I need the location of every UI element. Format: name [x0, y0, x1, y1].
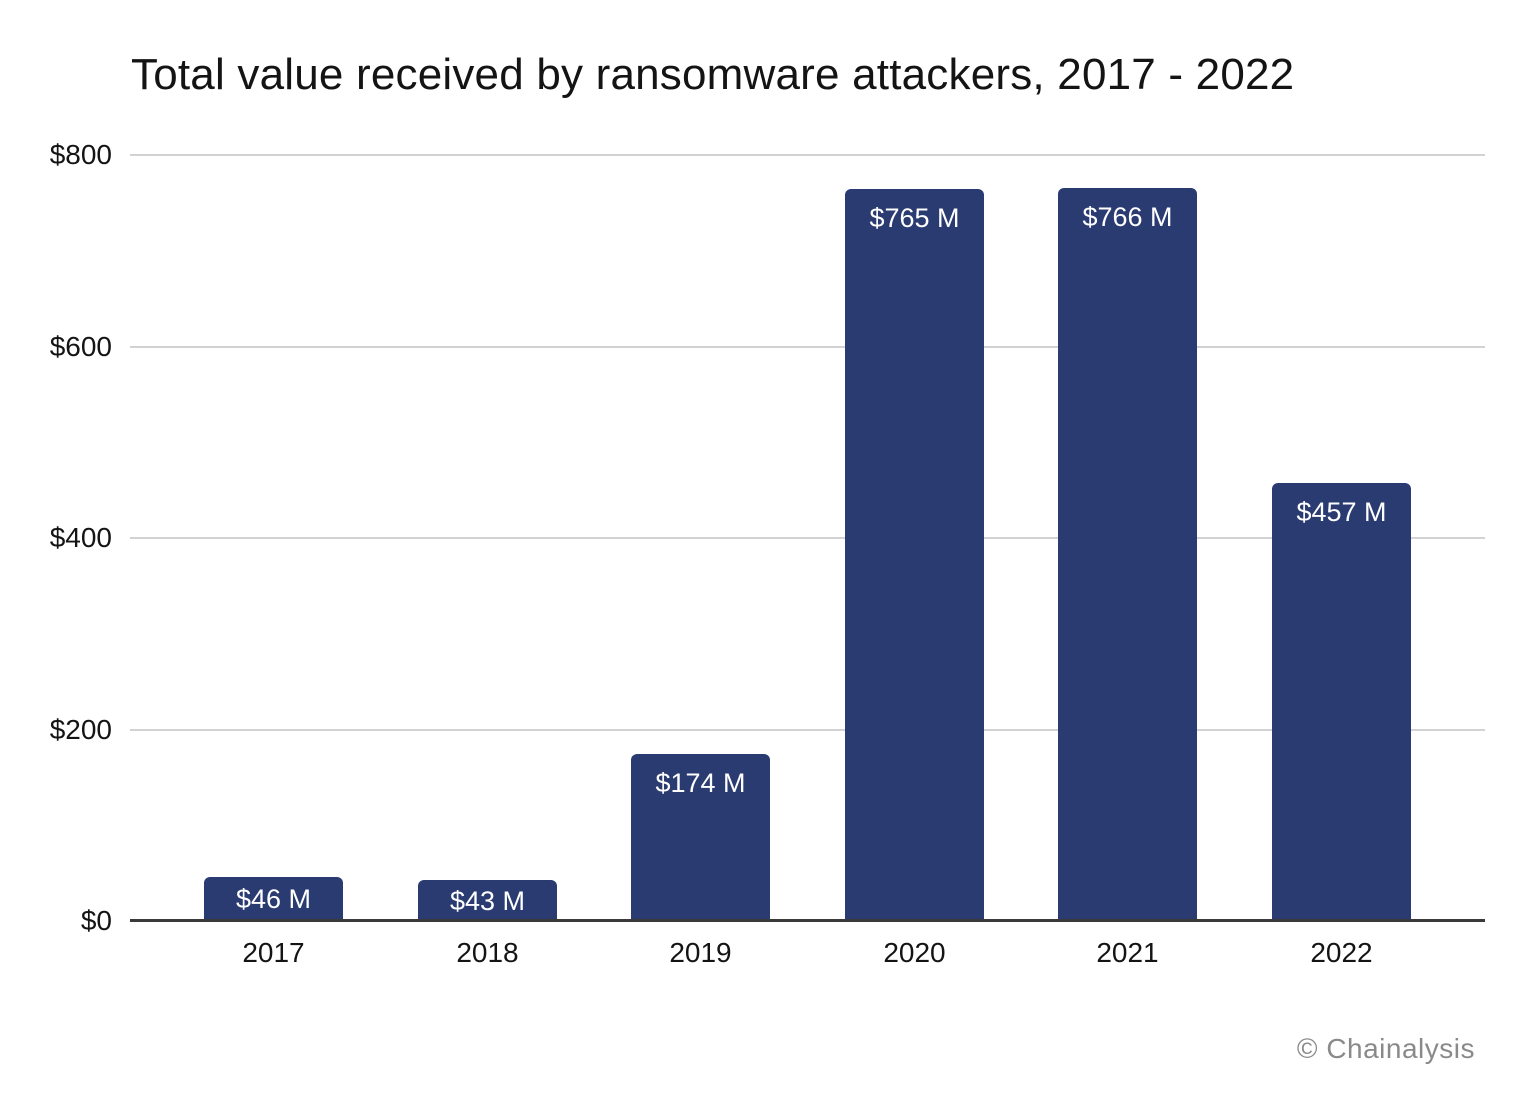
- x-axis-tick-2022: 2022: [1310, 937, 1373, 968]
- x-axis-tick-2019: 2019: [669, 937, 732, 968]
- gridline-800: [130, 154, 1485, 156]
- y-axis-tick-200: $200: [49, 714, 112, 745]
- gridline-400: [130, 537, 1485, 539]
- y-axis-tick-0: $0: [80, 905, 112, 936]
- y-axis-tick-400: $400: [49, 522, 112, 553]
- gridline-600: [130, 346, 1485, 348]
- bar-value-label-2021: $766 M: [1082, 202, 1173, 232]
- bar-2022: $457 M: [1272, 483, 1411, 921]
- x-axis-tick-2020: 2020: [883, 937, 946, 968]
- bar-2018: $43 M: [418, 880, 557, 921]
- x-axis-baseline: [130, 919, 1485, 922]
- bar-value-label-2020: $765 M: [869, 203, 960, 233]
- y-axis-tick-800: $800: [49, 139, 112, 170]
- bar-value-label-2019: $174 M: [655, 768, 746, 798]
- bar-value-label-2018: $43 M: [449, 886, 526, 916]
- bar-2017: $46 M: [204, 877, 343, 921]
- x-axis-tick-2021: 2021: [1096, 937, 1159, 968]
- chart-title: Total value received by ransomware attac…: [131, 50, 1295, 99]
- chainalysis-watermark: © Chainalysis: [1296, 1033, 1475, 1064]
- bar-2019: $174 M: [631, 754, 770, 921]
- y-axis-tick-600: $600: [49, 331, 112, 362]
- x-axis-tick-2018: 2018: [456, 937, 519, 968]
- bar-2020: $765 M: [845, 189, 984, 921]
- x-axis-tick-2017: 2017: [242, 937, 305, 968]
- bar-value-label-2017: $46 M: [235, 884, 312, 914]
- bar-2021: $766 M: [1058, 188, 1197, 921]
- gridline-200: [130, 729, 1485, 731]
- bar-value-label-2022: $457 M: [1296, 497, 1387, 527]
